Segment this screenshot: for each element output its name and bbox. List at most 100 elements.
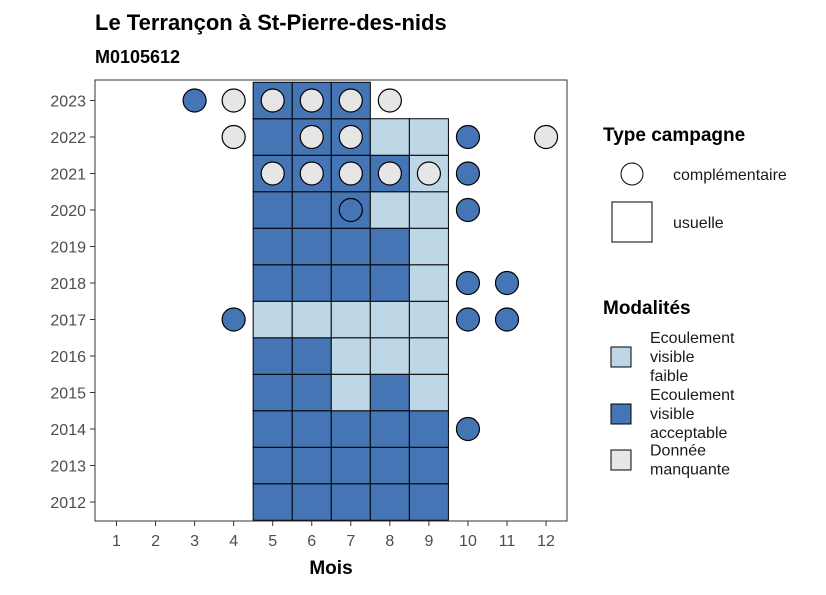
x-tick-label-6: 6 xyxy=(307,533,316,550)
tile-2016-9 xyxy=(408,337,449,375)
legend-type-item-complementaire: complémentaire xyxy=(673,167,787,184)
legend-modalites-title: Modalités xyxy=(603,298,691,319)
legend-key-acceptable xyxy=(610,403,632,425)
tile-2017-8 xyxy=(369,300,410,339)
tile-2016-6 xyxy=(291,337,332,375)
tile-2017-6 xyxy=(291,300,332,339)
tile-2018-9 xyxy=(408,264,449,302)
tile-2020-6 xyxy=(291,191,332,229)
point-2020-10 xyxy=(455,197,481,223)
y-tick-label-2017: 2017 xyxy=(50,313,86,330)
tile-2018-7 xyxy=(330,264,371,302)
legend-circle-symbol xyxy=(620,162,644,186)
tile-2015-7 xyxy=(330,373,371,412)
point-2023-3 xyxy=(182,88,207,113)
tile-2013-9 xyxy=(408,446,449,485)
legend-type-item-usuelle: usuelle xyxy=(673,215,724,232)
tile-2017-9 xyxy=(408,300,449,339)
legend-label-faible-line-2: visible xyxy=(650,349,695,366)
legend-label-acceptable-line-3: acceptable xyxy=(650,425,727,442)
tile-2019-7 xyxy=(330,227,371,266)
tile-2012-6 xyxy=(291,483,332,521)
tile-2012-5 xyxy=(252,483,293,521)
tile-2019-9 xyxy=(408,227,449,266)
tile-2014-8 xyxy=(369,410,410,448)
x-tick-label-7: 7 xyxy=(346,533,355,550)
y-tick-label-2020: 2020 xyxy=(50,203,86,220)
tile-2019-8 xyxy=(369,227,410,266)
tiles-layer xyxy=(252,81,449,521)
point-2021-8 xyxy=(377,161,402,186)
point-2023-4 xyxy=(221,88,246,113)
y-tick-label-2015: 2015 xyxy=(50,386,86,403)
point-2021-10 xyxy=(455,161,481,186)
point-2023-8 xyxy=(377,88,402,113)
tile-2013-6 xyxy=(291,446,332,485)
tile-2015-5 xyxy=(252,373,293,412)
tile-2014-9 xyxy=(408,410,449,448)
x-tick-label-10: 10 xyxy=(459,533,477,550)
point-2023-7 xyxy=(338,88,363,113)
x-tick-label-4: 4 xyxy=(229,533,238,550)
y-tick-label-2021: 2021 xyxy=(50,167,86,184)
tile-2013-7 xyxy=(330,446,371,485)
legend-modalites: Modalités Ecoulement visible faible Ecoulem… xyxy=(603,298,735,479)
tile-2015-9 xyxy=(408,373,449,412)
point-2022-6 xyxy=(299,124,324,150)
legend-type-title: Type campagne xyxy=(603,125,745,146)
legend-type-campagne: Type campagne complémentaire usuelle xyxy=(603,125,787,243)
chart-title: Le Terrançon à St-Pierre-des-nids xyxy=(95,10,447,35)
tile-2022-6 xyxy=(291,118,332,156)
legend-label-manquante-line-1: Donnée xyxy=(650,443,706,460)
point-2022-12 xyxy=(533,124,559,150)
x-axis: 1 2 3 4 5 6 7 8 9 10 11 12 xyxy=(112,521,555,550)
tile-2022-5 xyxy=(252,118,293,156)
point-2017-4 xyxy=(221,307,246,332)
tile-2016-5 xyxy=(252,337,293,375)
legend-label-faible-line-1: Ecoulement xyxy=(650,330,735,347)
point-2022-4 xyxy=(221,124,246,150)
x-tick-label-8: 8 xyxy=(385,533,394,550)
tile-2012-9 xyxy=(408,483,449,521)
tile-2017-7 xyxy=(330,300,371,339)
plot-border xyxy=(94,79,568,522)
legend-key-manquante xyxy=(610,449,632,471)
tile-2014-6 xyxy=(291,410,332,448)
x-tick-label-1: 1 xyxy=(112,533,121,550)
point-2014-10 xyxy=(455,416,481,442)
y-tick-label-2012: 2012 xyxy=(50,495,86,512)
tile-2015-8 xyxy=(369,373,410,412)
legend-label-acceptable-line-1: Ecoulement xyxy=(650,387,735,404)
tile-2019-5 xyxy=(252,227,293,266)
tile-2012-8 xyxy=(369,483,410,521)
x-tick-label-12: 12 xyxy=(537,533,555,550)
tile-2015-6 xyxy=(291,373,332,412)
x-tick-label-9: 9 xyxy=(424,533,433,550)
point-2022-7 xyxy=(338,124,363,150)
x-tick-label-11: 11 xyxy=(499,533,516,550)
y-tick-label-2023: 2023 xyxy=(50,94,86,111)
chart-subtitle: M0105612 xyxy=(95,47,180,67)
tile-2017-5 xyxy=(252,300,293,339)
point-2021-6 xyxy=(299,161,324,186)
tile-2014-5 xyxy=(252,410,293,448)
point-2018-10 xyxy=(455,270,481,296)
x-axis-title: Mois xyxy=(309,558,352,579)
legend-label-manquante-line-2: manquante xyxy=(650,462,730,479)
tile-2022-8 xyxy=(369,118,410,156)
tile-2016-8 xyxy=(369,337,410,375)
x-tick-label-3: 3 xyxy=(190,533,199,550)
tile-2020-9 xyxy=(408,191,449,229)
point-2023-5 xyxy=(260,88,285,113)
points-layer xyxy=(182,88,559,442)
point-2021-9 xyxy=(416,161,441,186)
tile-2018-6 xyxy=(291,264,332,302)
point-2021-7 xyxy=(338,161,363,186)
tile-2016-7 xyxy=(330,337,371,375)
legend-label-faible-line-3: faible xyxy=(650,368,688,385)
point-2018-11 xyxy=(494,270,520,296)
tile-2023-7 xyxy=(330,81,371,120)
y-axis: 2012 2013 2014 2015 2016 2017 2018 2019 2020 2021… xyxy=(50,94,95,512)
tile-2020-8 xyxy=(369,191,410,229)
